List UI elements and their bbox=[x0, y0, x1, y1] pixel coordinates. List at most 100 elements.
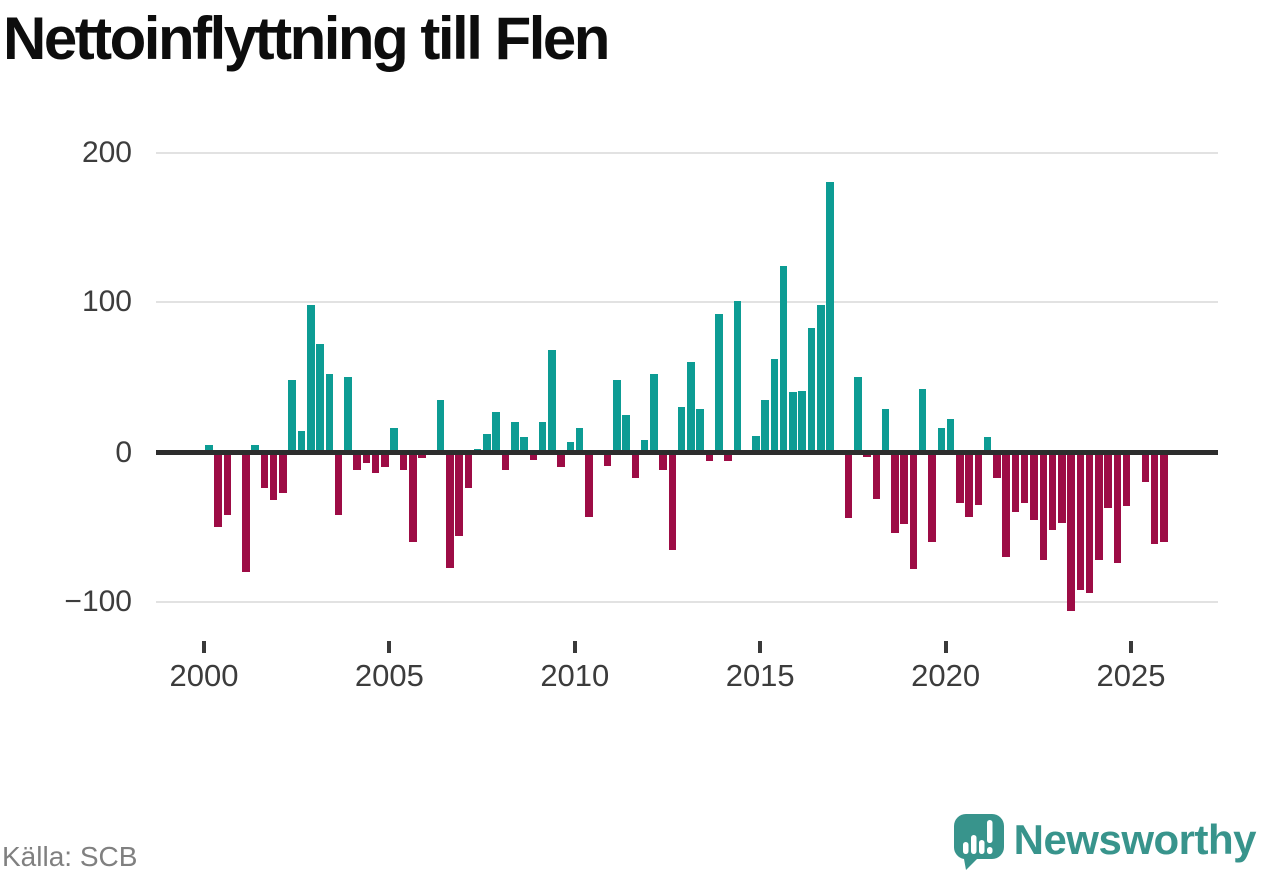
bar-positive bbox=[575, 428, 584, 452]
bar-positive bbox=[344, 377, 352, 452]
bar-negative bbox=[1020, 452, 1029, 503]
bar-negative bbox=[631, 452, 639, 478]
bar-negative bbox=[993, 452, 1001, 478]
bar-positive bbox=[761, 399, 769, 452]
x-tick-mark bbox=[943, 641, 948, 653]
x-tick-mark bbox=[758, 641, 763, 653]
bar-negative bbox=[464, 452, 473, 488]
source-caption: Källa: SCB bbox=[2, 841, 138, 872]
bar-positive bbox=[983, 437, 992, 452]
x-tick-label: 2010 bbox=[540, 658, 610, 693]
x-tick-label: 2020 bbox=[911, 658, 981, 693]
bar-positive bbox=[918, 389, 927, 452]
bar-negative bbox=[1160, 452, 1168, 542]
page-title: Nettoinflyttning till Flen bbox=[3, 5, 610, 72]
bar-negative bbox=[659, 452, 667, 470]
bar-negative bbox=[872, 452, 881, 499]
bar-negative bbox=[446, 452, 454, 568]
bar-negative bbox=[557, 452, 565, 467]
x-tick-label: 2000 bbox=[169, 658, 239, 693]
bar-negative bbox=[1039, 452, 1047, 560]
bar-negative bbox=[1011, 452, 1020, 512]
bar-positive bbox=[613, 380, 621, 452]
bar-negative bbox=[956, 452, 964, 503]
bar-positive bbox=[511, 422, 519, 452]
bar-negative bbox=[928, 452, 936, 542]
bar-negative bbox=[1030, 452, 1038, 520]
bar-positive bbox=[520, 437, 528, 452]
bar-negative bbox=[974, 452, 983, 505]
bar-negative bbox=[1002, 452, 1010, 557]
y-tick-label: 0 bbox=[115, 436, 132, 469]
bar-positive bbox=[733, 300, 741, 452]
bar-negative bbox=[334, 452, 343, 515]
bar-negative bbox=[1067, 452, 1075, 611]
bar-positive bbox=[288, 380, 296, 452]
x-tick-mark bbox=[572, 641, 577, 653]
bar-positive bbox=[650, 374, 658, 452]
bar-negative bbox=[603, 452, 612, 466]
y-tick-label: 200 bbox=[81, 136, 132, 169]
bar-negative bbox=[418, 452, 426, 458]
bar-negative bbox=[242, 452, 250, 572]
bar-positive bbox=[779, 266, 788, 452]
bar-negative bbox=[1076, 452, 1085, 590]
x-tick-mark bbox=[1129, 641, 1133, 653]
bar-positive bbox=[937, 428, 945, 452]
bar-negative bbox=[381, 452, 389, 467]
bar-negative bbox=[409, 452, 417, 542]
bar-positive bbox=[789, 392, 797, 452]
y-tick-label: 100 bbox=[81, 285, 132, 318]
bar-negative bbox=[585, 452, 593, 517]
x-tick-label: 2015 bbox=[725, 658, 795, 693]
bar-positive bbox=[483, 434, 491, 452]
bar-negative bbox=[260, 452, 269, 488]
bar-positive bbox=[566, 441, 575, 452]
bar-negative bbox=[362, 452, 371, 463]
bar-negative bbox=[909, 452, 918, 569]
bar-positive bbox=[492, 411, 500, 452]
bar-negative bbox=[269, 452, 278, 500]
bar-positive bbox=[390, 428, 398, 452]
gridline-neg100 bbox=[156, 601, 1218, 603]
bar-positive bbox=[622, 414, 630, 452]
x-tick-label: 2025 bbox=[1096, 658, 1166, 693]
brand-logo: Newsworthy bbox=[953, 814, 1257, 876]
bar-negative bbox=[724, 452, 732, 461]
bar-negative bbox=[1085, 452, 1094, 593]
bar-negative bbox=[1058, 452, 1066, 523]
bar-positive bbox=[205, 444, 213, 452]
zero-axis-line bbox=[156, 450, 1218, 455]
x-tick-label: 2005 bbox=[354, 658, 424, 693]
bar-negative bbox=[529, 452, 537, 460]
bar-positive bbox=[687, 362, 695, 452]
bar-positive bbox=[677, 407, 686, 452]
bar-positive bbox=[881, 408, 890, 452]
bar-negative bbox=[900, 452, 908, 524]
y-tick-label: −100 bbox=[64, 585, 132, 618]
bar-positive bbox=[946, 419, 955, 452]
bar-positive bbox=[436, 399, 445, 452]
bar-positive bbox=[316, 344, 324, 452]
bar-negative bbox=[1150, 452, 1159, 544]
bar-negative bbox=[371, 452, 380, 473]
bar-positive bbox=[696, 408, 704, 452]
bar-positive bbox=[538, 422, 547, 452]
bar-positive bbox=[817, 305, 825, 452]
bar-negative bbox=[279, 452, 287, 493]
bar-negative bbox=[455, 452, 463, 536]
bar-positive bbox=[715, 314, 723, 452]
bar-negative bbox=[1104, 452, 1112, 508]
gridline-100 bbox=[156, 301, 1218, 303]
bar-negative bbox=[353, 452, 361, 470]
bar-positive bbox=[854, 377, 862, 452]
bar-positive bbox=[770, 359, 779, 452]
bar-negative bbox=[1141, 452, 1149, 482]
bar-negative bbox=[891, 452, 899, 533]
bar-negative bbox=[844, 452, 853, 518]
bar-negative bbox=[1113, 452, 1122, 563]
bar-positive bbox=[807, 327, 816, 452]
gridline-200 bbox=[156, 152, 1218, 154]
bar-negative bbox=[965, 452, 973, 517]
bar-positive bbox=[325, 374, 333, 452]
